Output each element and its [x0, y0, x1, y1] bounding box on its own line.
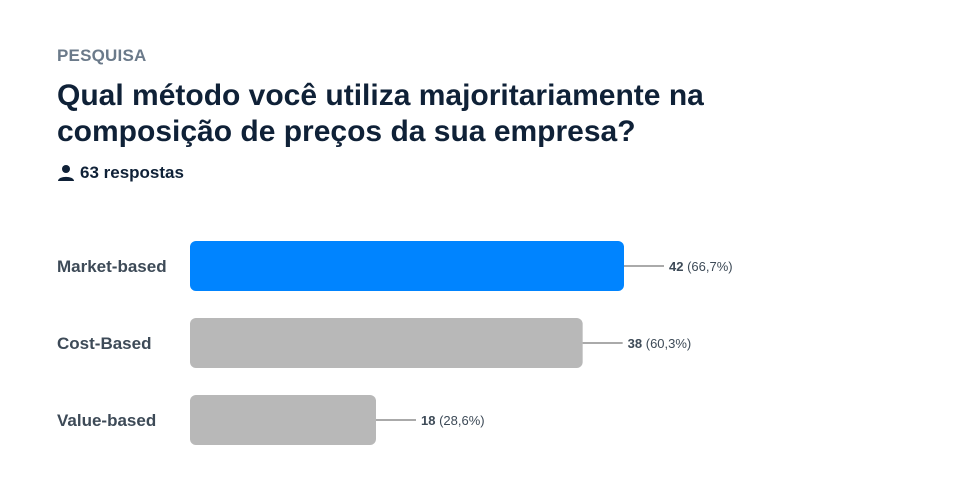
value-percent: (60,3%) — [642, 336, 691, 351]
value-label: 38 (60,3%) — [628, 336, 692, 351]
value-percent: (66,7%) — [683, 259, 732, 274]
question-title: Qual método você utiliza majoritariament… — [57, 79, 704, 148]
value-percent: (28,6%) — [435, 413, 484, 428]
value-count: 42 — [669, 259, 683, 274]
category-label: Value-based — [57, 411, 156, 430]
value-count: 38 — [628, 336, 642, 351]
bar — [190, 318, 583, 368]
bar — [190, 241, 624, 291]
value-label: 18 (28,6%) — [421, 413, 485, 428]
value-label: 42 (66,7%) — [669, 259, 733, 274]
responses-text: 63 respostas — [80, 163, 184, 182]
value-count: 18 — [421, 413, 435, 428]
bar — [190, 395, 376, 445]
category-label: Cost-Based — [57, 334, 151, 353]
category-label: Market-based — [57, 257, 167, 276]
survey-kicker: PESQUISA — [57, 46, 147, 65]
person-icon — [58, 165, 74, 181]
responses-count: 63 respostas — [57, 163, 184, 183]
